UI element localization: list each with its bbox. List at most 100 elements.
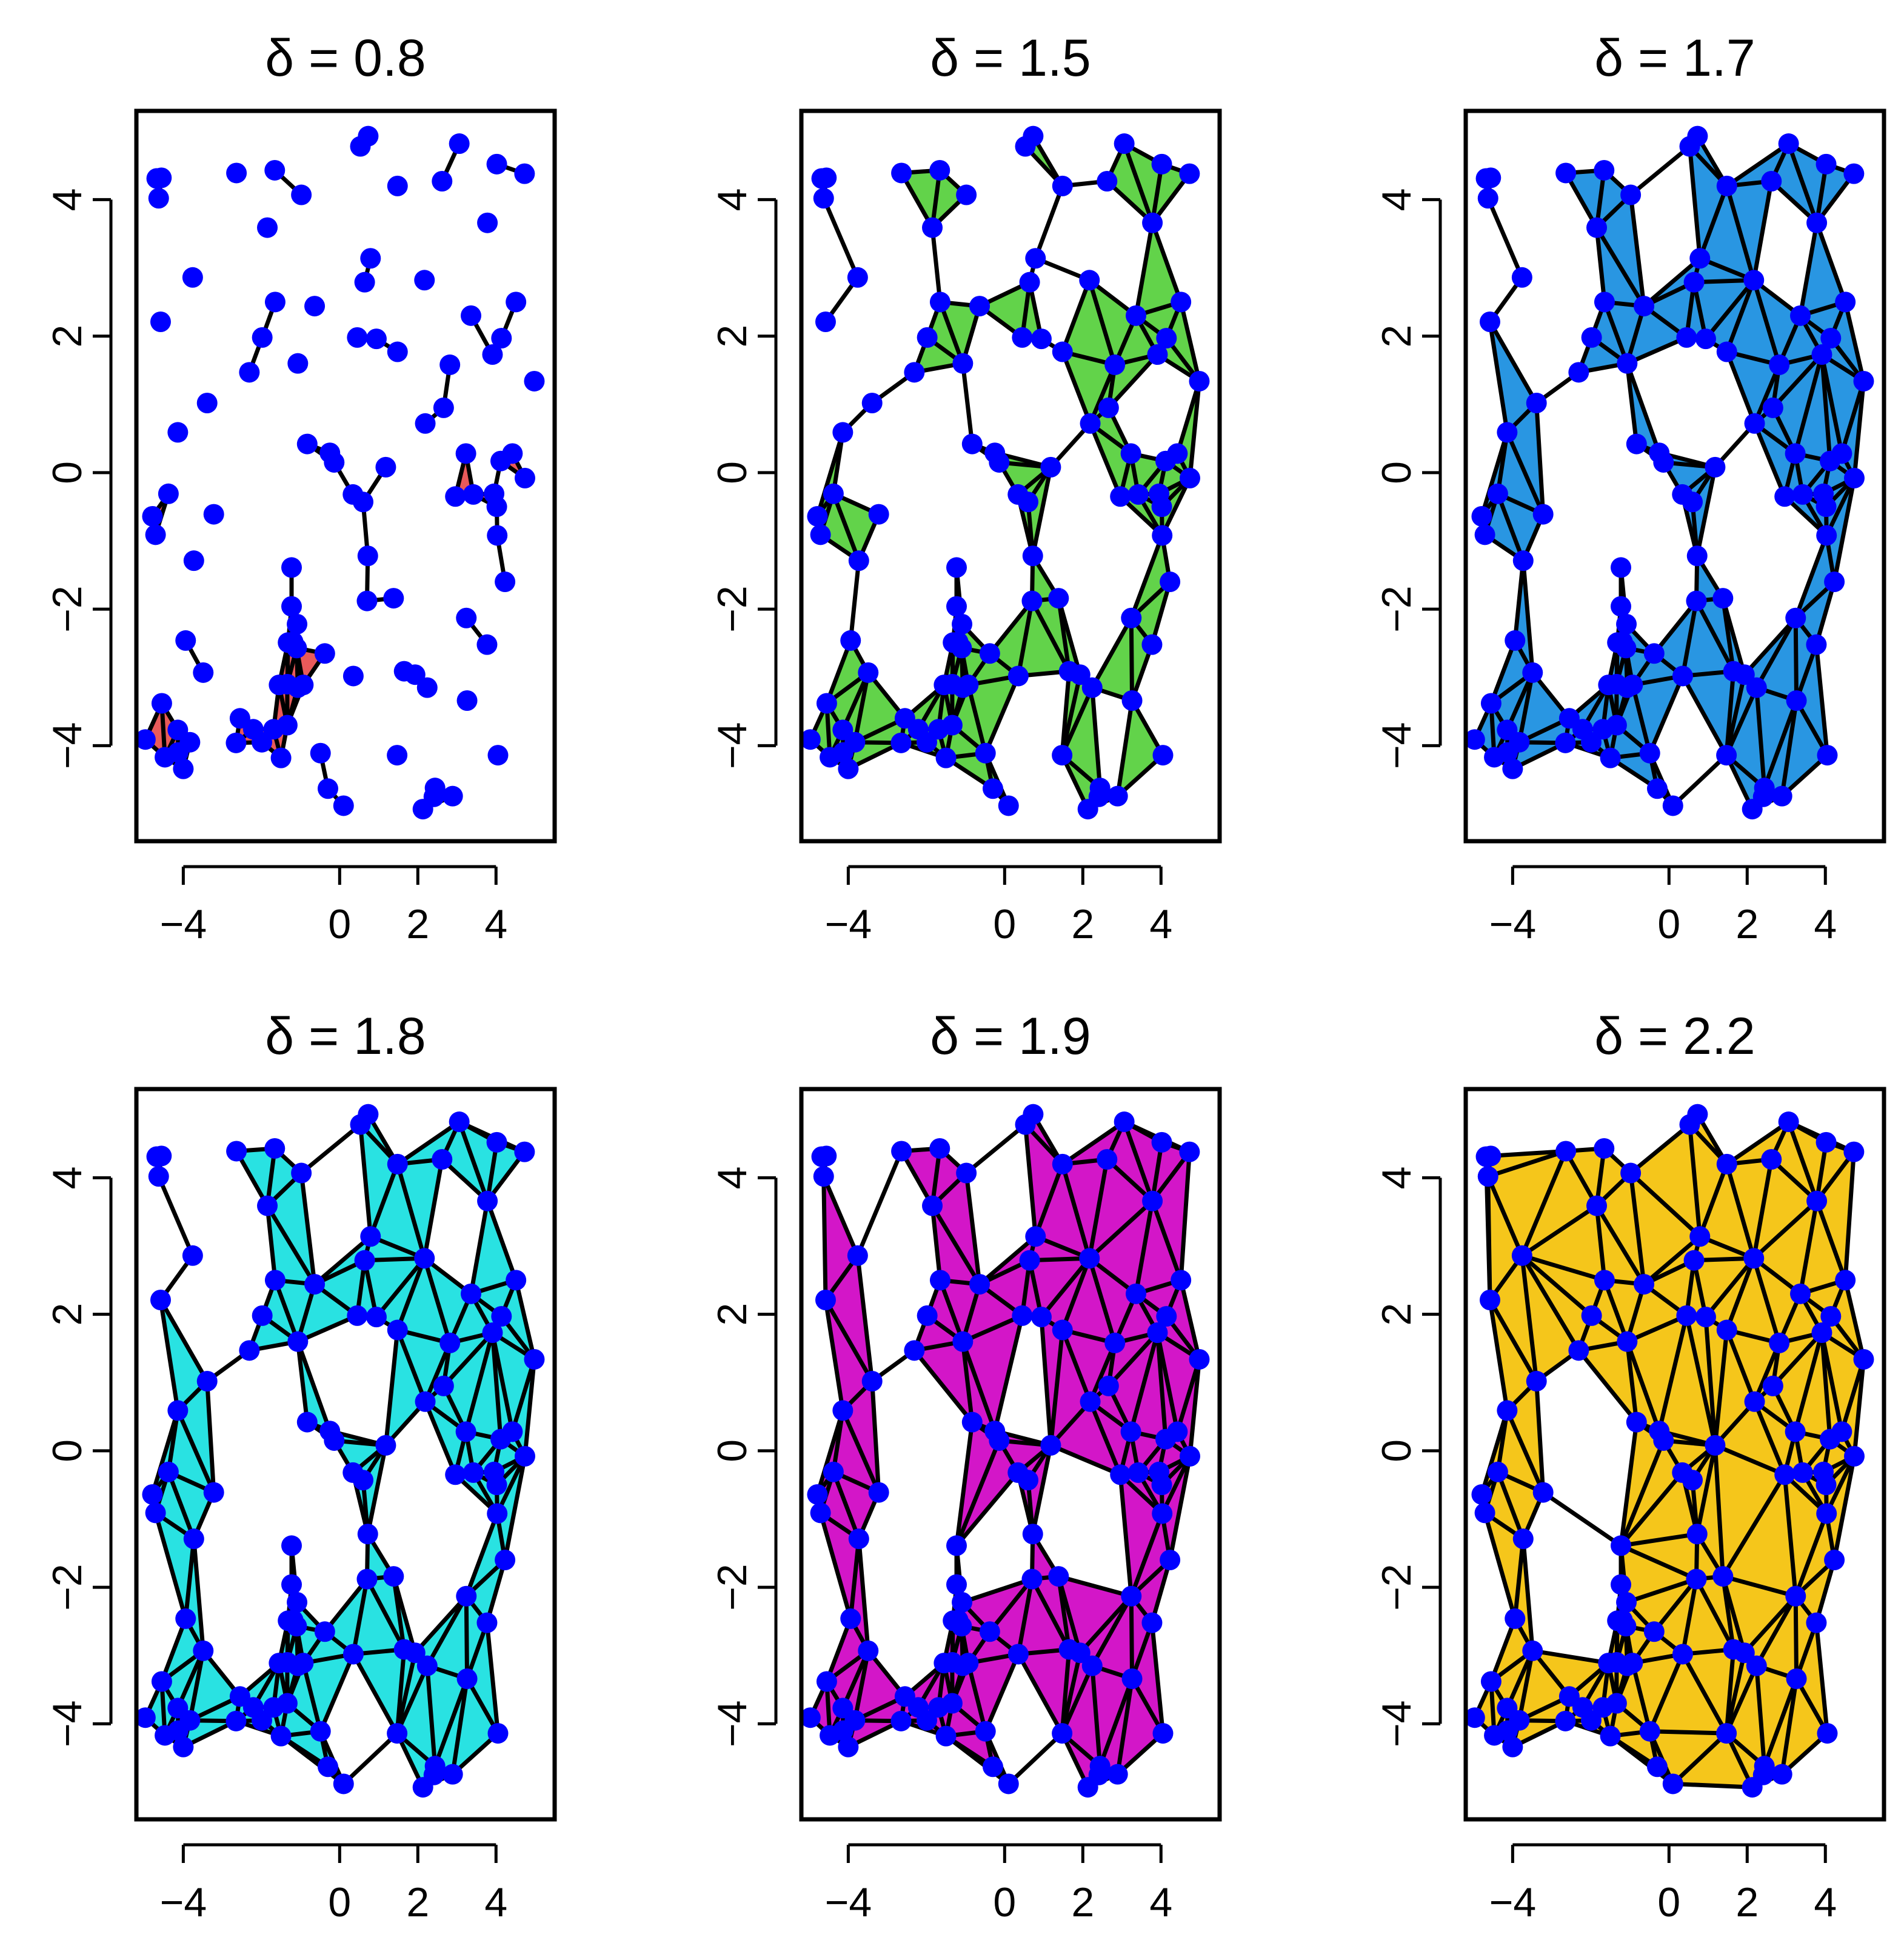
simplex-edge [1680,1651,1729,1736]
data-point [1512,550,1534,571]
simplex-edge [1657,1313,1689,1433]
data-point [1790,1283,1811,1304]
simplex-edge [1160,476,1192,538]
simplex-edge [1843,1278,1866,1362]
data-point [514,467,535,488]
simplex-edge [265,1204,278,1282]
simplex-edge [912,1348,975,1425]
x-tick-label: 4 [1814,901,1837,947]
simplex-edge [1033,184,1065,261]
data-point [387,175,408,196]
simplex-edge [1697,1162,1729,1239]
simplex-edge [1187,379,1201,481]
data-point [810,1502,831,1524]
simplex-edge [1115,1676,1135,1777]
simplex-edge [1106,1330,1160,1388]
data-point [801,729,821,750]
data-point [1600,1725,1621,1747]
simplex-edge [423,1399,458,1477]
y-tick-label: 2 [1374,325,1420,348]
simplex-edge [166,1470,196,1541]
data-point [502,443,523,464]
data-point [1040,1435,1061,1456]
simplex-edge [1648,1651,1685,1734]
data-point [816,1671,837,1692]
simplex-edge [1793,1330,1824,1434]
data-point [412,799,433,820]
data-point [1484,747,1505,768]
simplex-edge [523,1357,536,1459]
simplex-edge [1023,1122,1038,1239]
simplex-edge [987,599,1034,656]
simplex-edge [395,1664,430,1736]
data-point [514,1445,535,1467]
data-point [310,742,331,764]
data-point [922,1195,943,1216]
simplex-edge [158,1298,210,1384]
data-point [383,1566,404,1587]
simplex-edge [166,1408,180,1474]
simplex-edge [1724,1664,1759,1736]
data-point [1774,486,1795,507]
data-point [1689,248,1711,269]
data-point [226,162,247,184]
data-point [1672,665,1693,687]
simplex-edge [840,1648,870,1710]
data-point [455,443,476,464]
data-point [486,1474,507,1496]
data-point [1568,362,1589,383]
data-point [1030,328,1052,350]
y-tick-label: −4 [709,1701,755,1748]
simplex-edge [503,1454,527,1562]
data-point [1695,1307,1716,1328]
data-point [1734,664,1755,685]
data-point [414,270,435,291]
data-point [1098,1375,1119,1396]
data-point [1785,1585,1806,1607]
data-point [1142,1190,1163,1211]
simplex-edge [960,1339,997,1433]
simplex-edge [1489,1616,1517,1684]
data-point [1081,1655,1103,1676]
data-point [461,305,481,326]
data-point [1023,1104,1044,1125]
data-point [1746,1655,1767,1676]
data-point [1152,1723,1174,1744]
simplex-edge [1618,1420,1639,1548]
data-point [463,1462,484,1483]
y-tick-label: −2 [1374,585,1420,633]
simplex-edge [1832,476,1857,584]
data-point [956,184,977,205]
data-point [815,311,836,332]
plot-frame [134,1087,557,1822]
data-point [264,292,286,313]
simplex-edge [1048,1328,1065,1448]
data-point [514,1141,535,1162]
simplex-edge [153,1510,188,1621]
panel-2: δ = 1.5 −4 0 2 4 −4 −2 0 2 4 [709,29,1222,947]
data-point [239,1340,260,1361]
simplex-edge [1486,196,1525,280]
simplex-edge [899,1148,935,1208]
simplex-edge [395,1650,418,1736]
x-tick-label: 2 [406,1879,429,1925]
simplex-edge [1752,421,1787,499]
simplex-edge [295,1339,332,1433]
data-point [1012,327,1033,348]
simplex-edge [1671,753,1729,808]
data-point [148,1166,169,1187]
data-point [1052,175,1073,196]
simplex-edge [1520,1253,1581,1353]
simplex-edge [1505,1408,1546,1495]
data-point [1646,1756,1668,1778]
data-point [1127,1462,1149,1483]
data-point [286,638,307,659]
data-point [1025,248,1046,269]
simplex-edge [422,1157,444,1261]
simplex-edge [1505,430,1546,517]
simplex-edge [1016,1577,1034,1656]
simplex-edge [391,1574,418,1655]
data-point [203,1482,224,1503]
data-point [455,1421,476,1442]
data-point [958,1653,979,1674]
